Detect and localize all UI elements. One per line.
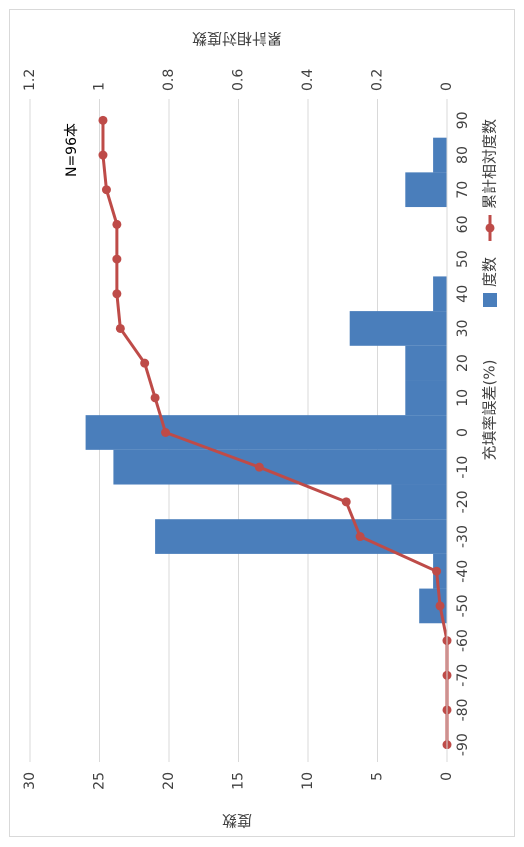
legend-marker [485, 223, 495, 233]
x-tick-label: 40 [455, 285, 471, 303]
x-tick-label: 20 [455, 354, 471, 372]
y2-tick-label: 0.6 [231, 69, 247, 91]
x-tick-label: -80 [455, 699, 471, 722]
bar [113, 449, 448, 485]
y-tick-label: 30 [22, 772, 38, 790]
x-tick-label: 70 [455, 181, 471, 199]
y-axis-title: 度数 [222, 812, 252, 830]
x-tick-label: 10 [455, 389, 471, 407]
y-tick-label: 5 [370, 772, 386, 781]
marker [161, 428, 171, 437]
y-tick-label: 10 [300, 772, 316, 790]
x-tick-label: 30 [455, 320, 471, 338]
marker [112, 219, 122, 229]
marker [432, 566, 442, 576]
marker [98, 115, 108, 125]
x-tick-label: -90 [455, 733, 471, 756]
x-tick-label: 0 [455, 428, 471, 437]
marker [101, 185, 111, 195]
y2-tick-label: 0.4 [300, 69, 316, 91]
bar [405, 345, 447, 381]
bar [155, 519, 447, 554]
y2-tick-label: 0.8 [161, 69, 177, 91]
x-tick-label: -20 [455, 490, 471, 513]
bar [433, 137, 448, 173]
y-tick-label: 25 [92, 772, 108, 790]
y2-tick-label: 0 [439, 82, 455, 91]
bar [391, 484, 447, 520]
marker [115, 323, 125, 333]
y-tick-label: 0 [439, 772, 455, 781]
legend-swatch [483, 293, 497, 307]
legend-label: 度数 [481, 257, 499, 287]
bar [349, 311, 448, 346]
marker [112, 254, 122, 264]
x-tick-label: -50 [455, 594, 471, 617]
x-tick-label: -30 [455, 525, 471, 548]
marker [112, 289, 122, 299]
y2-tick-label: 1 [92, 82, 108, 91]
x-tick-label: -10 [455, 456, 471, 479]
x-axis-title: 充填率誤差(%) [481, 360, 499, 461]
marker [341, 497, 351, 507]
x-tick-label: -40 [455, 560, 471, 583]
marker [98, 150, 108, 160]
x-tick-label: -60 [455, 629, 471, 652]
marker [150, 393, 160, 403]
marker [355, 532, 365, 542]
marker [435, 601, 445, 611]
x-tick-label: 60 [455, 215, 471, 233]
y-tick-label: 20 [161, 772, 177, 790]
x-tick-label: 50 [455, 250, 471, 268]
bar [85, 415, 447, 450]
y-tick-label: 15 [231, 772, 247, 790]
rotated-chart: 0 5 10 15 20 25 30 0 0.2 0.4 0.6 0.8 1 1.2 -90 -80 -70 -6… [22, 30, 499, 830]
y2-tick-label: 1.2 [22, 69, 38, 91]
legend-label: 累計相対度数 [481, 119, 499, 209]
bar [405, 380, 447, 416]
bar [405, 172, 447, 208]
x-tick-label: 90 [455, 111, 471, 129]
y2-tick-label: 0.2 [370, 69, 386, 91]
x-tick-label: -70 [455, 664, 471, 687]
annotation: N=96本 [64, 123, 80, 177]
marker [254, 462, 264, 472]
marker [140, 358, 150, 368]
bar [433, 276, 448, 312]
y2-axis-title: 累計相対度数 [192, 30, 282, 48]
x-tick-label: 80 [455, 146, 471, 164]
